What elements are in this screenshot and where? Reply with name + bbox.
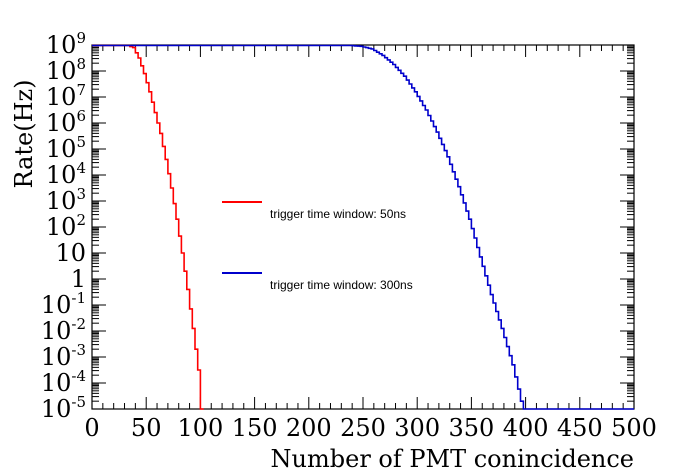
x-tick-label: 50: [131, 414, 162, 442]
y-tick-label: 106: [46, 107, 86, 137]
y-axis-title: Rate(Hz): [10, 79, 38, 188]
y-tick-label: 105: [46, 133, 86, 163]
legend: trigger time window: 50ns trigger time w…: [222, 201, 413, 292]
x-tick-label: 350: [448, 414, 494, 442]
y-tick-label: 108: [46, 55, 86, 85]
x-tick-label: 100: [177, 414, 223, 442]
y-tick-label: 104: [46, 159, 86, 189]
series-line-0: [92, 44, 204, 410]
x-tick-label: 150: [232, 414, 278, 442]
series-line-1: [92, 44, 634, 410]
y-tick-label: 1: [71, 265, 86, 293]
legend-label-50ns: trigger time window: 50ns: [270, 207, 406, 221]
plot-frame: [91, 44, 635, 410]
y-tick-label: 10-2: [41, 315, 86, 345]
y-tick-label: 109: [46, 29, 86, 59]
y-tick-label: 10-1: [41, 289, 86, 319]
x-tick-label: 300: [394, 414, 440, 442]
y-tick-label: 103: [46, 185, 86, 215]
x-axis-title: Number of PMT conincidence: [271, 445, 634, 473]
y-tick-label: 10-5: [41, 393, 86, 423]
y-tick-label: 107: [46, 81, 86, 111]
x-tick-labels: 0 50 100 150 200 250 300 350 400 450 500: [84, 414, 657, 442]
data-series: [92, 44, 634, 410]
plot-border: [91, 44, 635, 410]
x-tick-label: 500: [611, 414, 657, 442]
x-tick-label: 200: [286, 414, 332, 442]
x-tick-label: 400: [503, 414, 549, 442]
legend-label-300ns: trigger time window: 300ns: [270, 278, 413, 292]
x-tick-label: 0: [84, 414, 99, 442]
y-tick-label: 10-4: [41, 367, 86, 397]
y-tick-label: 10: [55, 239, 86, 267]
x-tick-label: 450: [557, 414, 603, 442]
y-tick-labels: 10910810710610510410310210110-110-210-31…: [41, 29, 86, 423]
y-tick-label: 102: [46, 211, 86, 241]
x-tick-label: 250: [340, 414, 386, 442]
axis-ticks: [91, 44, 635, 410]
y-tick-label: 10-3: [41, 341, 86, 371]
